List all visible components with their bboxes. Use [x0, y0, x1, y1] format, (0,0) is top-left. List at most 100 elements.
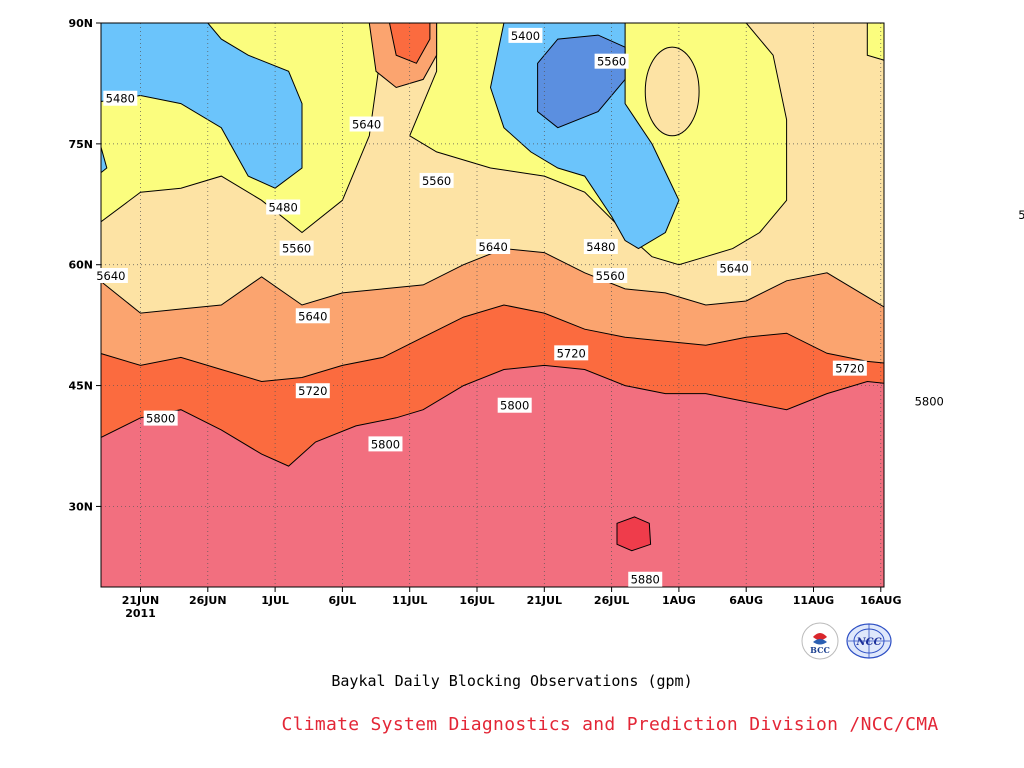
svg-text:BCC: BCC [810, 645, 830, 655]
contour-label-box [554, 345, 589, 361]
bcc-logo-icon: BCC [801, 622, 839, 660]
contour-label-text: 5800 [146, 412, 175, 426]
contour-label-box [295, 308, 330, 324]
contour-label-text: 5720 [835, 362, 864, 376]
contour-label-box [593, 267, 628, 283]
contour-label-text: 5880 [631, 573, 660, 587]
band-5800-5880-line [101, 364, 884, 467]
x-tick-label: 21JUN [122, 594, 160, 607]
contour-label: 5640 [1015, 206, 1024, 222]
y-tick-label: 90N [68, 17, 93, 30]
band-5800-5880 [101, 365, 884, 587]
contour-label-text: 5720 [298, 384, 327, 398]
contour-label-text: 5560 [597, 55, 626, 69]
contour-label: 5800 [143, 410, 178, 426]
contour-label-text: 5640 [96, 269, 125, 283]
contour-label-text: 5640 [479, 240, 508, 254]
organization-caption: Climate System Diagnostics and Predictio… [281, 714, 939, 735]
x-tick-label: 11JUL [392, 594, 427, 607]
contour-label: 5640 [295, 308, 330, 324]
x-tick-label: 21JUL [527, 594, 562, 607]
contour-label-box [594, 53, 629, 69]
contour-label: 5720 [554, 345, 589, 361]
contour-label-box [93, 267, 128, 283]
grid-lines [101, 23, 884, 587]
band-5640-5720-line [101, 248, 884, 314]
contour-label-text: 5640 [719, 262, 748, 276]
contour-label-box [295, 383, 330, 399]
contour-label-box [279, 240, 314, 256]
contour-label: 5560 [419, 172, 454, 188]
contour-label: 5800 [497, 397, 532, 413]
contour-label-text: 5720 [557, 346, 586, 360]
contour-label: 5640 [93, 267, 128, 283]
contour-label: 5480 [583, 238, 618, 254]
contour-label-text: 5400 [511, 29, 540, 43]
y-tick-label: 60N [68, 259, 93, 272]
x-year-label: 2011 [125, 607, 156, 620]
contour-label-text: 5480 [106, 92, 135, 106]
contour-label-box [368, 436, 403, 452]
contour-label-text: 5640 [1018, 208, 1024, 222]
contour-label-box [266, 199, 301, 215]
contour-label: 5480 [103, 90, 138, 106]
contour-label-text: 5640 [298, 309, 327, 323]
contour-label-box [476, 238, 511, 254]
x-tick-label: 6JUL [329, 594, 357, 607]
contour-label-box [583, 238, 618, 254]
band-5400-5480-edge [101, 145, 108, 174]
x-tick-label: 26JUN [189, 594, 227, 607]
x-tick-label: 16JUL [459, 594, 494, 607]
contour-label-box [419, 172, 454, 188]
contour-label-box [912, 393, 947, 409]
contour-label-text: 5800 [915, 395, 944, 409]
contour-label-box [103, 90, 138, 106]
band-5560-5640-island [644, 46, 700, 137]
contour-label-box [508, 27, 543, 43]
contour-label-box [143, 410, 178, 426]
y-tick-label: 45N [68, 380, 93, 393]
x-tick-label: 16AUG [860, 594, 901, 607]
contour-label: 5640 [717, 260, 752, 276]
x-tick-label: 1JUL [261, 594, 289, 607]
x-tick-label: 6AUG [729, 594, 763, 607]
band-5400-5480-west [101, 23, 303, 189]
contour-label-box [497, 397, 532, 413]
y-tick-label: 75N [68, 138, 93, 151]
svg-text:NCC: NCC [855, 637, 881, 648]
y-tick-label: 30N [68, 500, 93, 513]
contour-label-text: 5560 [282, 242, 311, 256]
contour-label: 5720 [832, 360, 867, 376]
contour-label-text: 5560 [596, 269, 625, 283]
band-5480-5560-ne [866, 23, 884, 61]
chart-title: Baykal Daily Blocking Observations (gpm) [331, 672, 693, 690]
band-5720-5800-line [101, 304, 884, 383]
x-tick-label: 26JUL [594, 594, 629, 607]
plot-frame [100, 22, 885, 588]
contour-label: 5480 [266, 199, 301, 215]
contour-label: 5800 [368, 436, 403, 452]
contour-label-text: 5480 [586, 240, 615, 254]
contour-label: 5560 [594, 53, 629, 69]
contour-label-box [1015, 206, 1024, 222]
ncc-logo-icon: NCC [846, 622, 892, 660]
contour-label-text: 5640 [352, 118, 381, 132]
x-tick-label: 1AUG [662, 594, 696, 607]
contour-label-text: 5800 [500, 399, 529, 413]
contour-label-text: 5480 [269, 201, 298, 215]
contour-label-box [349, 116, 384, 132]
contour-label: 5640 [349, 116, 384, 132]
contour-label: 5800 [912, 393, 947, 409]
contour-label: 5720 [295, 383, 330, 399]
contour-label: 5880 [628, 571, 663, 587]
contour-label: 5640 [476, 238, 511, 254]
contour-label-box [717, 260, 752, 276]
contour-label-text: 5560 [422, 174, 451, 188]
contour-label: 5400 [508, 27, 543, 43]
band-gt5880 [616, 516, 652, 552]
contour-label: 5560 [279, 240, 314, 256]
contour-label: 5560 [593, 267, 628, 283]
contour-label-box [832, 360, 867, 376]
contour-label-text: 5800 [371, 437, 400, 451]
